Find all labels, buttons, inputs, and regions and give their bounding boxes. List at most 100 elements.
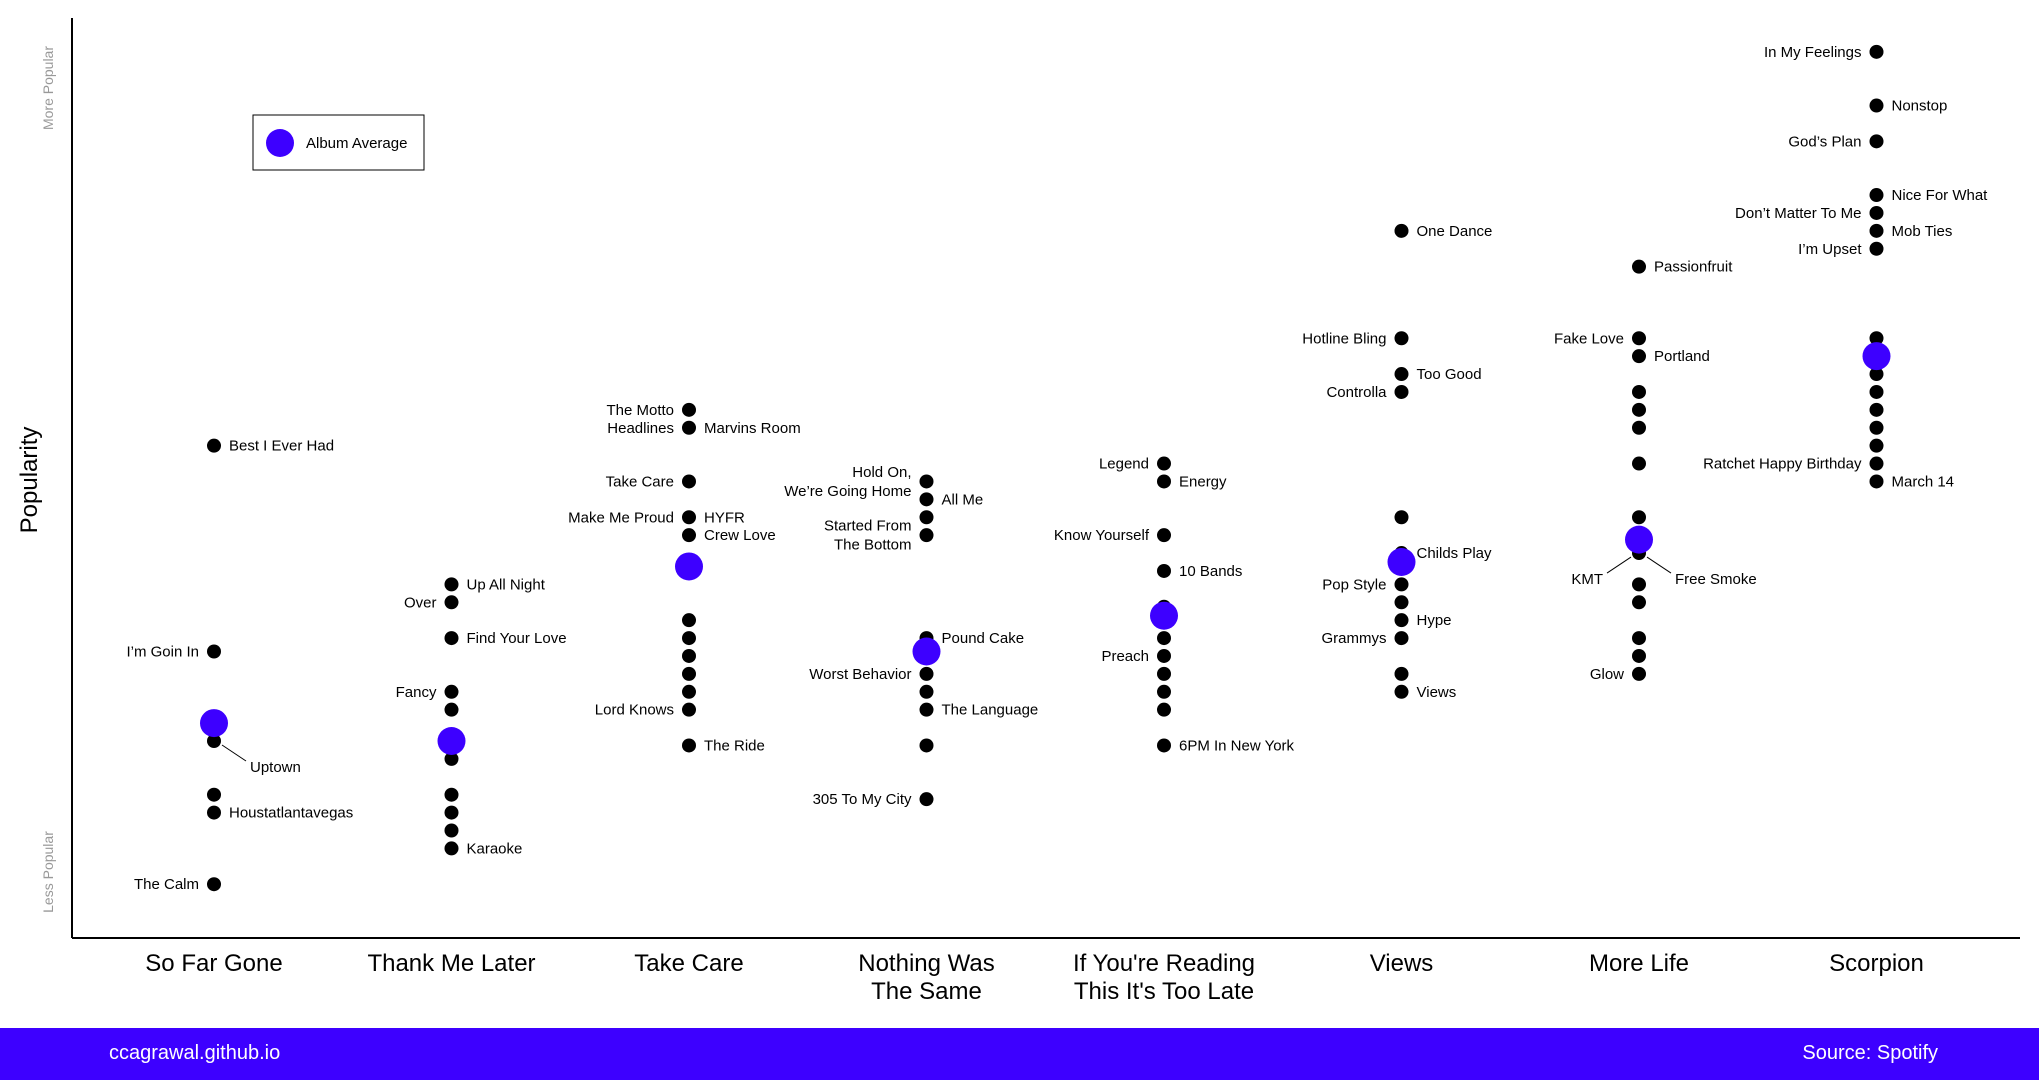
track-label: Preach — [1101, 648, 1149, 665]
track-point — [207, 734, 221, 748]
track-point — [1632, 595, 1646, 610]
x-tick-label: The Same — [871, 978, 982, 1005]
track-point — [1869, 44, 1884, 59]
track-label: Free Smoke — [1675, 571, 1757, 588]
track-label: Fancy — [396, 684, 437, 701]
track-point — [1632, 456, 1646, 471]
track-point — [1394, 384, 1409, 399]
track-point — [1157, 648, 1171, 663]
track-label: Controlla — [1326, 384, 1387, 401]
track-point — [207, 644, 221, 659]
track-point — [1632, 384, 1646, 399]
track-point — [682, 420, 696, 435]
track-point — [1394, 577, 1409, 592]
track-point — [1632, 420, 1646, 435]
track-label: The Language — [942, 702, 1039, 719]
track-point — [1869, 205, 1884, 220]
track-point — [919, 738, 934, 753]
track-label: One Dance — [1417, 223, 1493, 240]
track-label: Best I Ever Had — [229, 438, 334, 455]
track-label: Views — [1417, 684, 1457, 701]
x-tick-label: If You're Reading — [1073, 950, 1255, 977]
track-label: Ratchet Happy Birthday — [1703, 456, 1862, 473]
track-point — [207, 877, 221, 892]
track-label: Started From — [824, 518, 912, 535]
track-label: Find Your Love — [467, 630, 567, 647]
track-point — [1394, 666, 1409, 681]
track-label: March 14 — [1892, 473, 1955, 490]
track-point — [1394, 613, 1409, 628]
track-label: Energy — [1179, 473, 1227, 490]
y-axis-bottom-label: Less Popular — [40, 831, 56, 913]
x-tick-label: So Far Gone — [145, 950, 282, 977]
track-label: Nice For What — [1892, 187, 1989, 204]
track-point — [1157, 528, 1171, 543]
track-point — [1632, 259, 1646, 274]
track-label: Don’t Matter To Me — [1735, 205, 1861, 222]
track-point — [444, 805, 459, 820]
track-point — [444, 702, 459, 717]
track-point — [1869, 134, 1884, 149]
track-point — [207, 805, 221, 820]
album-average-point — [1625, 525, 1653, 554]
track-label: Headlines — [607, 420, 674, 437]
y-axis-top-label: More Popular — [40, 46, 56, 130]
track-point — [1157, 702, 1171, 717]
track-label: Up All Night — [467, 576, 546, 593]
track-point — [1869, 241, 1884, 256]
y-axis-title: Popularity — [16, 427, 43, 534]
track-point — [444, 751, 459, 766]
track-label: Marvins Room — [704, 420, 801, 437]
track-point — [682, 702, 696, 717]
track-point — [1869, 402, 1884, 417]
track-point — [919, 702, 934, 717]
track-point — [1869, 420, 1884, 435]
track-point — [444, 823, 459, 838]
track-label: 305 To My City — [813, 791, 912, 808]
track-point — [444, 787, 459, 802]
track-label: The Bottom — [834, 537, 912, 554]
track-label: Too Good — [1417, 366, 1482, 383]
track-label: God’s Plan — [1788, 133, 1861, 150]
track-label: Childs Play — [1417, 545, 1493, 562]
track-point — [1394, 367, 1409, 382]
track-point — [444, 631, 459, 646]
track-label: 6PM In New York — [1179, 737, 1295, 754]
track-label: Pop Style — [1322, 576, 1386, 593]
track-point — [444, 841, 459, 856]
track-point — [1632, 331, 1646, 346]
site-link[interactable]: ccagrawal.github.io — [109, 1042, 281, 1064]
track-point — [1394, 331, 1409, 346]
track-label: All Me — [942, 491, 984, 508]
track-point — [1869, 438, 1884, 453]
track-point — [1869, 384, 1884, 399]
track-label: Fake Love — [1554, 330, 1624, 347]
x-tick-label: Scorpion — [1829, 950, 1924, 977]
track-point — [1157, 456, 1171, 471]
label-leader-line — [1606, 556, 1632, 574]
track-point — [1869, 223, 1884, 238]
album-average-point — [675, 552, 703, 581]
track-label: Grammys — [1322, 630, 1387, 647]
track-label: Pound Cake — [942, 630, 1025, 647]
album-average-point — [1387, 548, 1416, 576]
track-point — [1869, 188, 1884, 203]
track-point — [919, 510, 934, 525]
track-label: Passionfruit — [1654, 259, 1733, 276]
track-point — [682, 666, 696, 681]
track-label: Karaoke — [467, 840, 523, 857]
footer-bar: ccagrawal.github.io Source: Spotify — [0, 1028, 2039, 1080]
x-tick-label: This It's Too Late — [1074, 978, 1254, 1005]
track-point — [444, 577, 459, 592]
track-point — [919, 528, 934, 543]
album-average-point — [1150, 601, 1178, 630]
x-tick-label: Views — [1370, 950, 1434, 977]
track-point — [1394, 595, 1409, 610]
track-point — [444, 595, 459, 610]
track-label: Crew Love — [704, 527, 776, 544]
track-point — [1632, 402, 1646, 417]
album-average-point — [1862, 342, 1891, 371]
track-label: HYFR — [704, 509, 745, 526]
track-point — [1632, 349, 1646, 364]
track-label: 10 Bands — [1179, 563, 1242, 580]
